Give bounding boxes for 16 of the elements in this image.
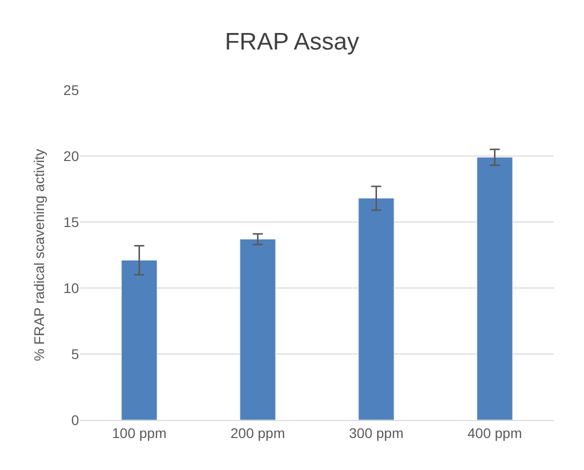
bar: [476, 157, 513, 420]
x-tick-label: 400 ppm: [468, 424, 522, 441]
chart-title: FRAP Assay: [224, 28, 360, 56]
bar: [240, 238, 276, 420]
y-tick-label: 20: [63, 148, 80, 164]
y-tick-label: 5: [71, 346, 80, 362]
y-tick-label: 25: [63, 82, 80, 98]
y-tick-label: 10: [63, 280, 80, 296]
x-tick-label: 100 ppm: [112, 424, 166, 441]
y-axis-title: % FRAP radical scavening activity: [31, 148, 48, 362]
x-tick-label: 300 ppm: [349, 424, 404, 441]
y-tick-label: 0: [71, 412, 80, 428]
x-tick-label: 200 ppm: [230, 424, 285, 441]
bar: [358, 198, 394, 420]
bar: [121, 260, 158, 420]
y-tick-label: 15: [63, 214, 80, 230]
